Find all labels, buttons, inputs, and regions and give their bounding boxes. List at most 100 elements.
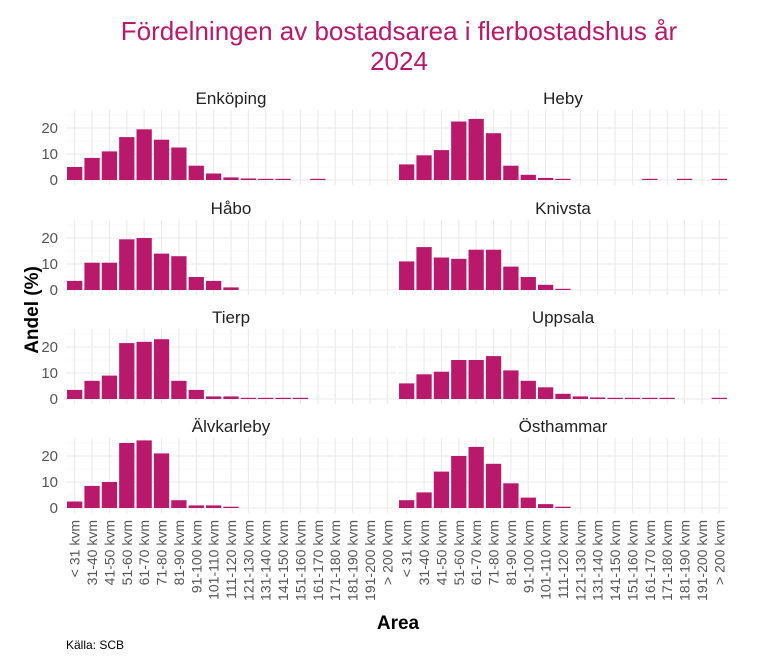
bar-Enköping-161-170 kvm [310,178,326,180]
x-tick-label: 51-60 kvm [119,520,135,585]
bar-Knivsta-61-70 kvm [468,249,484,290]
y-tick-label: 0 [50,282,58,299]
bar-Älvkarleby-91-100 kvm [188,505,204,508]
bar-Enköping-131-140 kvm [258,178,274,180]
x-tick-labels: < 31 kvm 31-40 kvm 41-50 kvm 51-60 kvm 61-70… [67,520,728,601]
y-tick-label: 10 [41,365,58,382]
chart-title-line-1: Fördelningen av bostadsarea i flerbostad… [121,16,678,46]
bar-Uppsala-41-50 kvm [433,371,450,399]
bar-Tierp-71-80 kvm [153,339,170,399]
x-tick-label: 141-150 kvm [275,520,291,601]
bar-Uppsala-61-70 kvm [468,360,484,399]
facet-panel-5: Tierp 0 10 20 [41,308,396,408]
bar-Håbo-41-50 kvm [101,262,118,290]
bar-Älvkarleby-31-40 kvm [84,485,100,508]
x-tick-label: 111-120 kvm [555,520,571,599]
bar-Enköping-< 31 kvm [67,167,83,180]
facet-strip-label: Uppsala [532,308,595,327]
x-tick-label: 31-40 kvm [416,520,432,585]
y-tick-label: 0 [50,172,58,189]
y-tick-label: 20 [41,339,58,356]
facet-panel-1: Enköping 0 10 20 [41,89,396,189]
y-axis-title: Andel (%) [22,266,43,354]
bar-Älvkarleby-51-60 kvm [119,443,135,508]
bar-Tierp-141-150 kvm [275,397,291,399]
facet-strip-label: Älvkarleby [192,417,271,436]
bar-Uppsala-171-180 kvm [659,397,675,399]
bar-Knivsta-< 31 kvm [399,261,415,290]
y-tick-label: 10 [41,146,58,163]
bar-Tierp-131-140 kvm [258,397,274,399]
facet-panel-4: Knivsta [398,199,728,295]
bar-Tierp-41-50 kvm [101,375,118,399]
bar-Enköping-31-40 kvm [84,157,100,180]
x-tick-label: 91-100 kvm [520,520,536,593]
bar-Tierp-91-100 kvm [188,389,204,399]
x-axis-title: Area [377,613,420,634]
bar-Östhammar-41-50 kvm [433,471,450,508]
bar-Håbo-51-60 kvm [119,239,135,290]
bar-Östhammar-51-60 kvm [451,456,467,508]
x-tick-label: > 200 kvm [711,520,727,585]
bar-Tierp-51-60 kvm [119,343,135,399]
bar-Uppsala-< 31 kvm [399,383,415,399]
x-tick-label: 101-110 kvm [206,520,222,600]
x-tick-label: 191-200 kvm [694,520,710,601]
x-tick-label: 41-50 kvm [433,520,449,585]
x-tick-label: 181-190 kvm [345,520,361,601]
bar-Enköping-141-150 kvm [275,178,291,180]
bar-Håbo-111-120 kvm [223,287,239,290]
bar-Tierp-101-110 kvm [205,396,222,399]
facet-panel-6: Uppsala [398,308,728,404]
bar-Östhammar-71-80 kvm [485,463,502,508]
bar-Uppsala-> 200 kvm [711,397,727,399]
x-tick-label: 61-70 kvm [468,520,484,585]
x-tick-label: 31-40 kvm [84,520,100,585]
bar-Heby-161-170 kvm [642,178,658,180]
bar-Uppsala-151-160 kvm [624,397,641,399]
bar-Östhammar-< 31 kvm [399,500,415,508]
bar-Östhammar-81-90 kvm [503,483,519,508]
bar-Knivsta-51-60 kvm [451,258,467,290]
bar-Heby-< 31 kvm [399,164,415,180]
bar-Heby-181-190 kvm [676,178,693,180]
bar-Heby-101-110 kvm [537,177,554,180]
bar-Knivsta-81-90 kvm [503,266,519,290]
bar-Tierp-81-90 kvm [171,380,187,399]
facet-strip-label: Heby [543,89,583,108]
facet-strip-label: Tierp [212,308,250,327]
x-tick-label: 101-110 kvm [538,520,554,600]
x-tick-label: 141-150 kvm [607,520,623,601]
bar-Uppsala-91-100 kvm [520,380,536,399]
facet-strip-label: Håbo [211,199,252,218]
x-tick-label: 161-170 kvm [310,520,326,601]
x-tick-label: 71-80 kvm [486,520,502,585]
bar-Tierp-111-120 kvm [223,396,239,399]
bar-Uppsala-131-140 kvm [590,397,606,399]
x-tick-label: 111-120 kvm [223,520,239,599]
x-tick-label: 151-160 kvm [292,520,308,601]
bar-Enköping-51-60 kvm [119,137,135,180]
y-tick-label: 0 [50,391,58,408]
bar-Håbo-31-40 kvm [84,262,100,290]
x-tick-label: 151-160 kvm [624,520,640,601]
bar-Heby-61-70 kvm [468,118,484,180]
bar-Östhammar-101-110 kvm [537,504,554,508]
caption: Källa: SCB [66,638,124,652]
bar-Knivsta-91-100 kvm [520,277,536,290]
facet-strip-label: Östhammar [519,417,608,436]
y-tick-label: 10 [41,474,58,491]
bar-Uppsala-71-80 kvm [485,356,502,399]
bar-Uppsala-51-60 kvm [451,360,467,399]
bar-Enköping-41-50 kvm [101,151,118,180]
bar-Uppsala-111-120 kvm [555,393,571,399]
bar-Heby-81-90 kvm [503,165,519,180]
bar-Uppsala-161-170 kvm [642,397,658,399]
x-tick-label: 171-180 kvm [327,520,343,601]
bar-Håbo-71-80 kvm [153,253,170,290]
x-tick-label: 91-100 kvm [188,520,204,593]
bar-Östhammar-111-120 kvm [555,506,571,508]
x-tick-label: < 31 kvm [399,520,415,577]
bar-Älvkarleby-81-90 kvm [171,500,187,508]
